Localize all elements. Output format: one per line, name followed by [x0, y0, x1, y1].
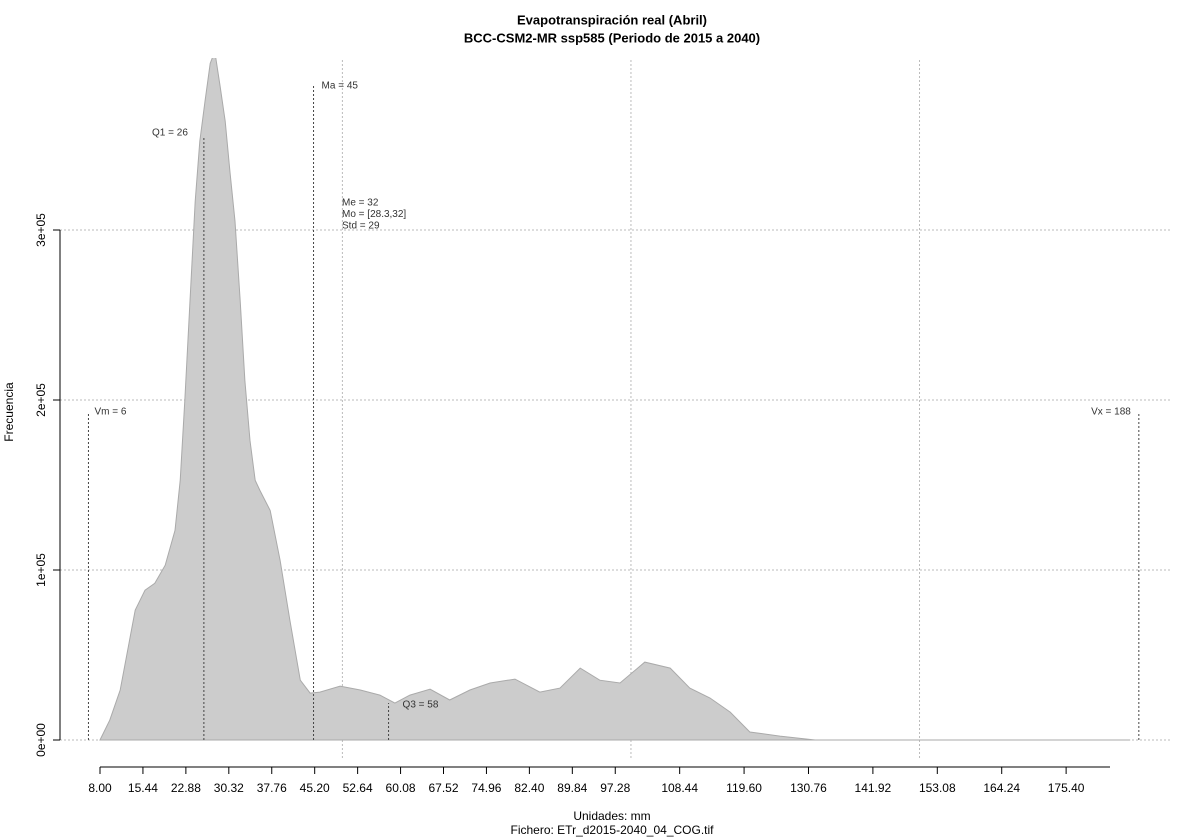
x-tick-label: 141.92: [855, 781, 892, 795]
stat-label: Q1 = 26: [152, 128, 188, 139]
x-tick-label: 37.76: [257, 781, 287, 795]
x-tick-label: 153.08: [919, 781, 956, 795]
footer: Fichero: ETr_d2015-2040_04_COG.tif: [511, 823, 715, 837]
density-area: [99, 58, 1131, 741]
x-tick-label: 82.40: [514, 781, 544, 795]
x-axis-label: Unidades: mm: [573, 809, 650, 823]
x-tick-label: 60.08: [386, 781, 416, 795]
y-tick-label: 1e+05: [34, 553, 48, 587]
stats-text: Me = 32: [342, 198, 379, 209]
stats-text: Mo = [28.3,32]: [342, 209, 406, 220]
y-tick-label: 0e+00: [34, 723, 48, 757]
x-tick-label: 89.84: [557, 781, 587, 795]
x-tick-label: 8.00: [88, 781, 112, 795]
x-tick-label: 30.32: [214, 781, 244, 795]
y-tick-label: 2e+05: [34, 383, 48, 417]
stat-label: Vx = 188: [1091, 407, 1131, 418]
x-tick-label: 119.60: [726, 781, 762, 795]
x-tick-label: 108.44: [661, 781, 698, 795]
stat-label: Ma = 45: [322, 81, 359, 92]
x-tick-label: 164.24: [983, 781, 1020, 795]
y-axis-label: Frecuencia: [2, 382, 16, 442]
x-tick-label: 175.40: [1048, 781, 1085, 795]
x-tick-label: 74.96: [471, 781, 501, 795]
stats-text: Std = 29: [342, 221, 380, 232]
x-tick-label: 22.88: [171, 781, 201, 795]
x-tick-label: 67.52: [428, 781, 458, 795]
chart-subtitle: BCC-CSM2-MR ssp585 (Periodo de 2015 a 20…: [464, 30, 760, 45]
stat-label: Vm = 6: [94, 407, 126, 418]
chart-title: Evapotranspiración real (Abril): [517, 12, 707, 27]
x-tick-label: 130.76: [790, 781, 827, 795]
y-tick-label: 3e+05: [34, 213, 48, 247]
stat-label: Q3 = 58: [403, 700, 439, 711]
x-tick-label: 15.44: [128, 781, 158, 795]
x-tick-label: 97.28: [600, 781, 630, 795]
x-tick-label: 52.64: [343, 781, 373, 795]
x-tick-label: 45.20: [300, 781, 330, 795]
